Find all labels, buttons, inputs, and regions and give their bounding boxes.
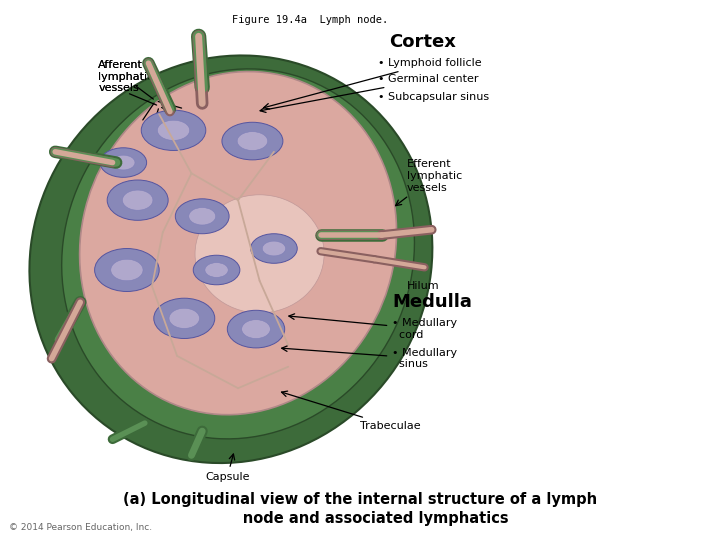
- Text: Capsule: Capsule: [205, 454, 250, 482]
- Ellipse shape: [262, 241, 286, 256]
- Text: Efferent
lymphatic
vessels: Efferent lymphatic vessels: [395, 159, 462, 206]
- Ellipse shape: [154, 298, 215, 339]
- Ellipse shape: [175, 199, 229, 234]
- Text: Trabeculae: Trabeculae: [282, 391, 420, 431]
- Ellipse shape: [228, 310, 284, 348]
- Ellipse shape: [195, 195, 324, 313]
- Ellipse shape: [62, 69, 415, 439]
- Ellipse shape: [205, 262, 228, 278]
- Ellipse shape: [222, 122, 283, 160]
- Ellipse shape: [100, 148, 147, 177]
- Ellipse shape: [189, 207, 216, 225]
- Ellipse shape: [112, 155, 135, 170]
- Text: Medulla: Medulla: [392, 293, 472, 311]
- Ellipse shape: [94, 248, 159, 292]
- Text: • Germinal center: • Germinal center: [260, 75, 478, 112]
- Ellipse shape: [30, 56, 433, 463]
- Text: Figure 19.4a  Lymph node.: Figure 19.4a Lymph node.: [232, 15, 388, 25]
- Ellipse shape: [242, 320, 270, 339]
- Ellipse shape: [122, 190, 153, 210]
- Ellipse shape: [80, 72, 397, 415]
- Text: node and associated lymphatics: node and associated lymphatics: [212, 511, 508, 526]
- Text: Cortex: Cortex: [389, 33, 456, 51]
- Text: • Lymphoid follicle: • Lymphoid follicle: [264, 58, 482, 109]
- Ellipse shape: [158, 120, 189, 140]
- Text: © 2014 Pearson Education, Inc.: © 2014 Pearson Education, Inc.: [9, 523, 152, 532]
- Ellipse shape: [111, 259, 143, 281]
- Text: (a) Longitudinal view of the internal structure of a lymph: (a) Longitudinal view of the internal st…: [123, 492, 597, 508]
- Ellipse shape: [251, 234, 297, 264]
- Text: • Subcapsular sinus: • Subcapsular sinus: [378, 92, 489, 102]
- Ellipse shape: [193, 255, 240, 285]
- Ellipse shape: [237, 132, 268, 151]
- Text: Hilum: Hilum: [407, 281, 439, 291]
- Text: • Medullary
  sinus: • Medullary sinus: [282, 346, 457, 369]
- Text: Afferent
lymphatic
vessels: Afferent lymphatic vessels: [98, 60, 153, 93]
- Text: • Medullary
  cord: • Medullary cord: [289, 314, 457, 340]
- Text: Afferent
lymphatic
vessels: Afferent lymphatic vessels: [98, 60, 153, 93]
- Ellipse shape: [141, 110, 206, 151]
- Ellipse shape: [107, 180, 168, 220]
- Ellipse shape: [169, 308, 199, 328]
